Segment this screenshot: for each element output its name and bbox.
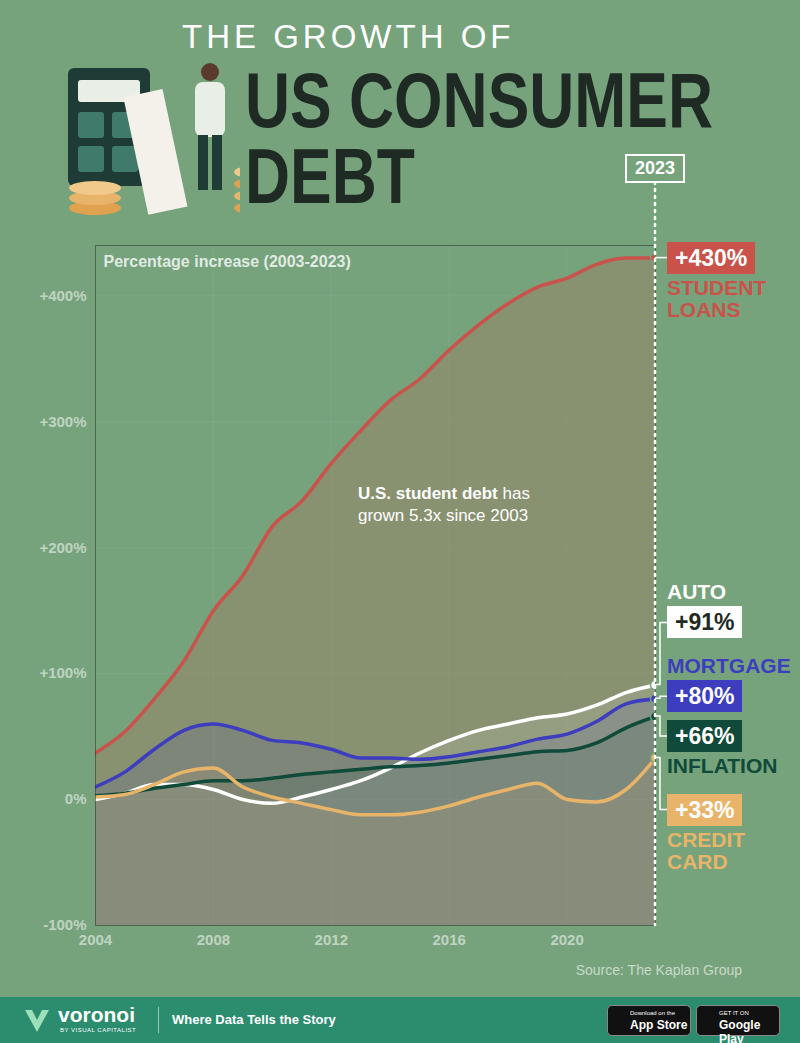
html-text:+66%: +66%: [675, 723, 735, 749]
html-text:App Store: App Store: [630, 1018, 688, 1032]
svg-text:+400%: +400%: [39, 287, 86, 304]
svg-text:2004: 2004: [79, 931, 113, 948]
html-text:Source: The Kaplan Group: Source: The Kaplan Group: [575, 962, 742, 978]
svg-text:+300%: +300%: [39, 413, 86, 430]
svg-text:+200%: +200%: [39, 539, 86, 556]
html-text:voronoi: voronoi: [58, 1003, 135, 1026]
svg-text:Percentage increase (2003-2023: Percentage increase (2003-2023): [104, 253, 351, 270]
html-text:STUDENT LOANS: STUDENT LOANS: [667, 275, 767, 321]
html-text:+430%: +430%: [675, 244, 748, 271]
html-text:AUTO: AUTO: [667, 580, 727, 604]
html-text:Where Data Tells the Story: Where Data Tells the Story: [172, 1012, 336, 1027]
svg-text:0%: 0%: [65, 790, 87, 807]
html-text:GET IT ON: GET IT ON: [719, 1010, 749, 1016]
html-text:US CONSUMER: US CONSUMER: [245, 56, 713, 144]
svg-text:2012: 2012: [315, 931, 348, 948]
svg-text:+100%: +100%: [39, 664, 86, 681]
html-text:+91%: +91%: [675, 609, 735, 636]
html-text:MORTGAGE: MORTGAGE: [667, 654, 791, 678]
svg-text:-100%: -100%: [43, 916, 87, 934]
html-text:+33%: +33%: [675, 796, 735, 823]
html-text:DEBT: DEBT: [245, 132, 415, 221]
html-text:THE GROWTH OF: THE GROWTH OF: [182, 18, 515, 55]
html-text:U.S. student debt has grown 5.: U.S. student debt has grown 5.3x since 2…: [358, 484, 530, 525]
svg-text:2008: 2008: [197, 931, 230, 948]
html-text:INFLATION: INFLATION: [667, 754, 778, 777]
html-text:2023: 2023: [635, 158, 675, 178]
html-text:Download on the: Download on the: [630, 1010, 675, 1016]
html-text:BY VISUAL CAPITALIST: BY VISUAL CAPITALIST: [60, 1027, 137, 1033]
html-text:CREDIT CARD: CREDIT CARD: [667, 827, 746, 873]
svg-text:2016: 2016: [432, 931, 465, 948]
svg-text:2020: 2020: [550, 931, 583, 948]
html-text:+80%: +80%: [675, 683, 735, 710]
